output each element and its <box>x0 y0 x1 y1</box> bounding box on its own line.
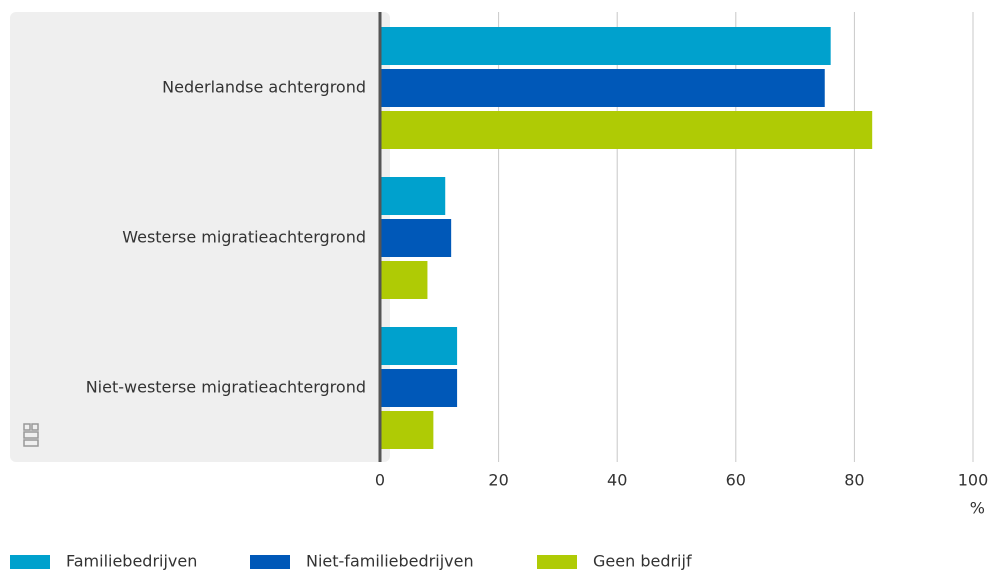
x-tick-label: 80 <box>844 471 864 490</box>
legend-label: Geen bedrijf <box>593 552 692 571</box>
category-panel <box>10 12 390 462</box>
legend-label: Familiebedrijven <box>66 552 197 571</box>
x-tick-label: 40 <box>607 471 627 490</box>
x-tick-label: 60 <box>726 471 746 490</box>
bar <box>380 177 446 215</box>
legend-swatch <box>250 555 290 569</box>
bar <box>380 219 452 257</box>
x-tick-label: 20 <box>488 471 508 490</box>
category-label: Westerse migratieachtergrond <box>122 228 366 247</box>
x-axis-unit: % <box>970 499 985 518</box>
legend-swatch <box>10 555 50 569</box>
category-label: Nederlandse achtergrond <box>162 78 366 97</box>
bar <box>380 411 434 449</box>
bar <box>380 111 873 149</box>
bar <box>380 69 825 107</box>
bar <box>380 327 458 365</box>
x-tick-label: 100 <box>958 471 989 490</box>
category-label: Niet-westerse migratieachtergrond <box>86 378 366 397</box>
legend-swatch <box>537 555 577 569</box>
legend-label: Niet-familiebedrijven <box>306 552 474 571</box>
bar <box>380 27 831 65</box>
x-tick-label: 0 <box>375 471 385 490</box>
logo <box>23 423 39 447</box>
bar <box>380 369 458 407</box>
bar <box>380 261 428 299</box>
